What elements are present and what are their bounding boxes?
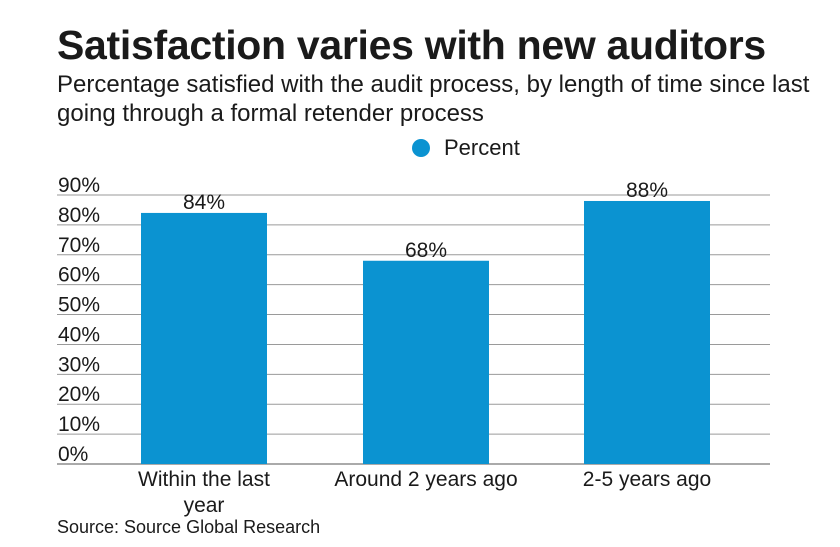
data-label: 68% bbox=[405, 239, 447, 262]
y-tick-label: 30% bbox=[58, 353, 100, 376]
y-tick-label: 90% bbox=[58, 174, 100, 197]
category-label: Within the last year bbox=[138, 468, 270, 517]
y-tick-label: 20% bbox=[58, 383, 100, 406]
bar bbox=[584, 200, 710, 464]
bar bbox=[141, 212, 267, 464]
bar bbox=[363, 260, 489, 464]
chart-subtitle: Percentage satisfied with the audit proc… bbox=[57, 71, 810, 127]
category-label: 2-5 years ago bbox=[583, 468, 711, 491]
y-tick-label: 70% bbox=[58, 234, 100, 257]
legend-label: Percent bbox=[444, 135, 520, 160]
data-label: 88% bbox=[626, 179, 668, 202]
y-tick-label: 60% bbox=[58, 264, 100, 287]
y-tick-label: 10% bbox=[58, 413, 100, 436]
chart-title: Satisfaction varies with new auditors bbox=[57, 22, 766, 68]
category-label: Around 2 years ago bbox=[334, 468, 517, 491]
y-tick-label: 0% bbox=[58, 443, 88, 466]
y-tick-label: 80% bbox=[58, 204, 100, 227]
data-label: 84% bbox=[183, 191, 225, 214]
y-tick-label: 50% bbox=[58, 294, 100, 317]
y-tick-label: 40% bbox=[58, 323, 100, 346]
legend-swatch bbox=[412, 139, 430, 157]
legend: Percent bbox=[412, 135, 520, 161]
source-note: Source: Source Global Research bbox=[57, 517, 321, 537]
